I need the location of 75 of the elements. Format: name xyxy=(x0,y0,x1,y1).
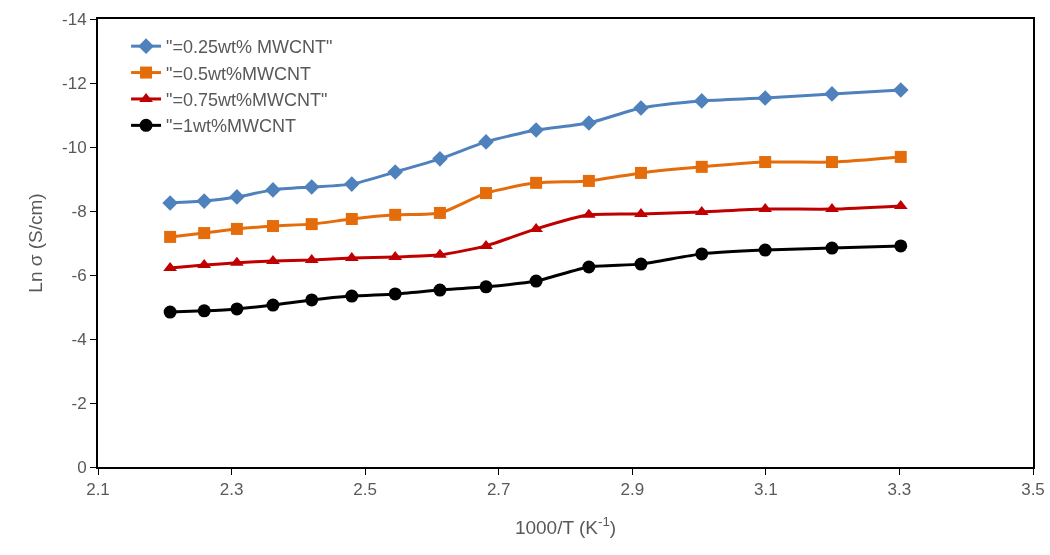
point xyxy=(634,166,647,179)
point xyxy=(529,274,543,288)
legend-label: "=1wt%MWCNT xyxy=(166,116,296,137)
point xyxy=(266,254,280,264)
point xyxy=(198,227,211,240)
point xyxy=(345,213,358,225)
point xyxy=(894,239,908,253)
point xyxy=(824,86,840,102)
point xyxy=(345,289,359,303)
point xyxy=(229,189,245,205)
x-tick-label: 2.7 xyxy=(486,480,511,500)
y-tick-label: -12 xyxy=(62,73,87,93)
point xyxy=(230,222,243,235)
point xyxy=(894,150,907,163)
point xyxy=(758,243,772,257)
point xyxy=(695,247,709,261)
point xyxy=(825,156,838,169)
y-tick-label: -14 xyxy=(62,9,87,29)
x-tick-label: 2.9 xyxy=(620,480,645,500)
y-tick-label: -2 xyxy=(71,393,87,413)
point xyxy=(825,203,839,213)
point xyxy=(825,241,839,255)
point xyxy=(265,182,281,198)
point xyxy=(693,93,710,109)
point xyxy=(433,283,447,297)
x-tick-label: 2.1 xyxy=(86,480,110,500)
point xyxy=(433,206,446,219)
point xyxy=(695,160,708,173)
point xyxy=(162,195,178,211)
x-tick-label: 3.1 xyxy=(754,480,778,500)
point xyxy=(479,239,493,249)
point xyxy=(478,134,494,150)
point xyxy=(759,156,772,169)
point xyxy=(387,164,403,180)
x-tick-label: 3.5 xyxy=(1021,480,1045,500)
point xyxy=(303,179,320,195)
point xyxy=(581,115,597,131)
point xyxy=(634,207,648,217)
x-axis-title: 1000/T (K$^{-1}$) xyxy=(514,513,617,538)
point xyxy=(266,298,280,312)
point xyxy=(634,257,648,271)
point xyxy=(757,90,773,106)
y-tick-label: -6 xyxy=(71,265,87,285)
point xyxy=(633,100,649,116)
y-tick-label: -4 xyxy=(71,329,87,349)
y-tick-label: -10 xyxy=(62,137,87,157)
point xyxy=(266,220,279,233)
point xyxy=(196,193,212,209)
point xyxy=(432,151,448,167)
point xyxy=(479,280,493,294)
point xyxy=(164,230,177,243)
y-tick-label: 0 xyxy=(77,457,87,477)
point xyxy=(343,176,360,192)
point xyxy=(530,176,543,189)
legend-label: "=0.25wt% MWCNT" xyxy=(166,37,333,58)
point xyxy=(163,305,177,319)
point xyxy=(305,293,319,307)
point xyxy=(230,302,244,316)
point xyxy=(305,218,318,231)
point xyxy=(388,287,402,301)
x-tick-label: 2.5 xyxy=(353,480,377,500)
y-axis-title: Ln σ (S/cm) xyxy=(25,193,47,293)
point xyxy=(582,174,595,187)
legend-label: "=0.5wt%MWCNT xyxy=(166,63,311,84)
point xyxy=(528,122,544,138)
y-tick-label: -8 xyxy=(71,201,87,221)
point xyxy=(433,248,447,258)
point xyxy=(197,304,211,318)
legend-label: "=0.75wt%MWCNT" xyxy=(166,89,328,110)
point xyxy=(389,208,402,221)
point xyxy=(892,82,909,98)
x-tick-label: 2.3 xyxy=(219,480,244,500)
x-tick-label: 3.3 xyxy=(887,480,912,500)
point xyxy=(582,260,596,274)
point xyxy=(480,187,493,200)
